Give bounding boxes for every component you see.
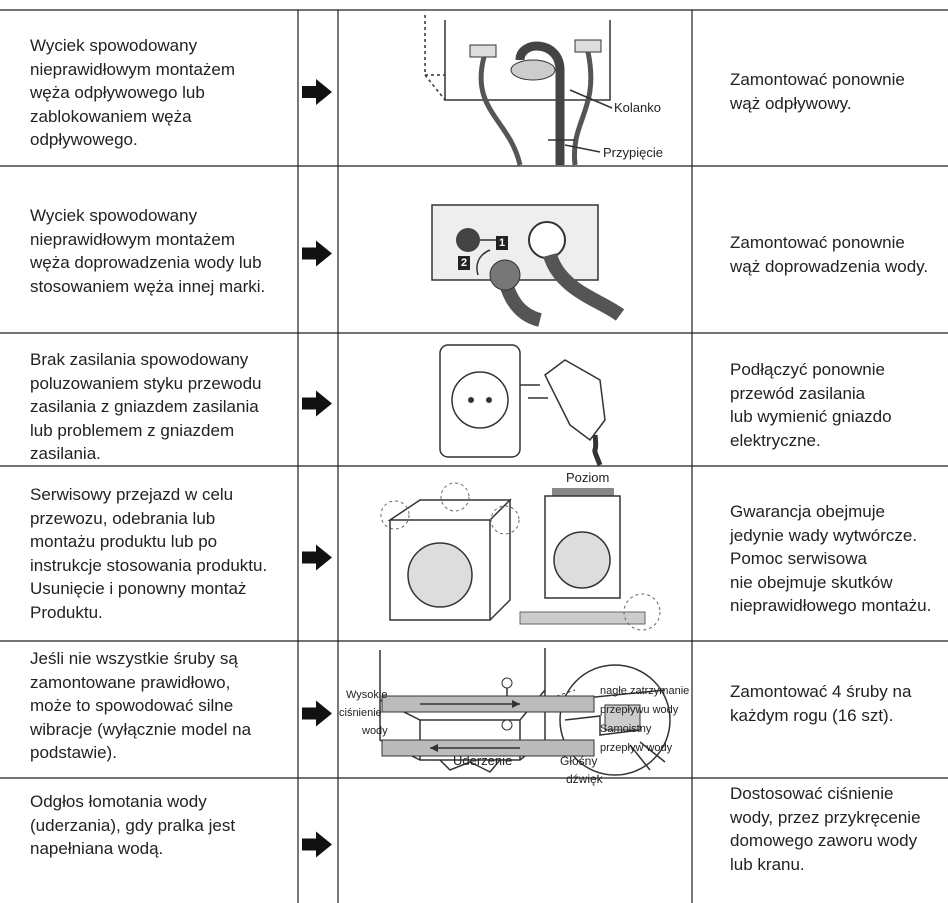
problem-text: wibracje (wyłącznie model na (30, 719, 252, 739)
problem-text: węża doprowadzenia wody lub (30, 253, 262, 272)
problem-text: zasilania. (30, 444, 101, 463)
problem-text: napełniana wodą. (30, 839, 164, 858)
socket-plug-illustration (439, 344, 606, 466)
installation-illustration (380, 482, 661, 631)
solution-text: lub kranu. (730, 854, 805, 874)
water-hammer-illustration (381, 677, 595, 773)
problem-text: podstawie). (30, 743, 117, 762)
arrow-icon (302, 831, 332, 858)
solution-text: nieprawidłowego montażu. (730, 596, 932, 615)
arrow-icon (302, 79, 332, 105)
problem-text: lub problemem z gniazdem (30, 420, 235, 440)
problem-text: poluzowaniem styku przewodu (30, 373, 262, 393)
arrow-icon (302, 544, 332, 571)
illustration-label: Kolanko (614, 100, 661, 115)
problem-text: Produktu. (30, 602, 103, 622)
illustration-label: Poziom (566, 470, 610, 485)
solution-text: wody, przez przykręcenie (730, 807, 921, 827)
illustration-label: 2 (458, 256, 471, 270)
solution-text: elektryczne. (730, 430, 821, 450)
solution-text: Dostosować ciśnienie (730, 784, 894, 803)
problem-text: instrukcje stosowania produktu. (30, 555, 268, 575)
solution-text: przewód zasilania (730, 383, 866, 403)
illustration-label: Wysokie (346, 689, 388, 701)
problem-text: Wyciek spowodowany (30, 206, 198, 225)
problem-text: (uderzania), gdy pralka jest (30, 815, 236, 835)
problem-text: węża odpływowego lub (30, 83, 205, 102)
problem-text: Serwisowy przejazd w celu (30, 485, 234, 504)
problem-text: zamontowane prawidłowo, (30, 672, 231, 692)
problem-text: odpływowego. (30, 130, 138, 149)
problem-text: przewozu, odebrania lub (30, 508, 216, 528)
arrow-icon (302, 240, 332, 267)
illustration-label: wody (362, 725, 388, 737)
illustration-label: 1 (496, 236, 509, 250)
illustration-label: ciśnienie (339, 707, 382, 719)
arrow-icon (302, 700, 332, 727)
illustration-label: Przypięcie (603, 145, 663, 160)
problem-text: nieprawidłowym montażem (30, 229, 236, 249)
problem-text: Usunięcie i ponowny montaż (30, 579, 247, 598)
solution-text: Zamontować ponownie (730, 70, 905, 89)
solution-text: wąż doprowadzenia wody. (730, 256, 929, 276)
problem-text: montażu produktu lub po (30, 532, 218, 551)
solution-text: lub wymienić gniazdo (730, 407, 892, 426)
problem-text: Jeśli nie wszystkie śruby są (30, 649, 238, 668)
illustration-label: Głośny (560, 754, 598, 768)
solution-text: jedynie wady wytwórcze. (730, 525, 918, 545)
solution-text: Pomoc serwisowa (730, 549, 867, 568)
problem-text: zasilania z gniazdem zasilania (30, 397, 259, 416)
problem-text: Wyciek spowodowany (30, 36, 198, 55)
solution-text: Zamontować ponownie (730, 233, 905, 252)
problem-text: zablokowaniem węża (30, 106, 192, 126)
problem-text: nieprawidłowym montażem (30, 59, 236, 79)
illustration-label: nagłe zatrzymanie (600, 685, 690, 697)
illustration-label: przepływ wody (600, 742, 673, 754)
solution-text: Podłączyć ponownie (730, 360, 885, 379)
illustration-label: Samoistny (600, 723, 652, 735)
problem-text: Odgłos łomotania wody (30, 792, 207, 811)
illustration-label: przepływu wody (600, 704, 679, 716)
solution-text: każdym rogu (16 szt). (730, 705, 894, 725)
solution-text: Zamontować 4 śruby na (730, 682, 912, 701)
problem-text: stosowaniem węża innej marki. (30, 276, 266, 296)
solution-text: domowego zaworu wody (730, 831, 918, 850)
drain-hose-illustration (424, 15, 613, 166)
problem-text: Brak zasilania spowodowany (30, 350, 249, 369)
arrow-icon (302, 390, 332, 417)
solution-text: nie obejmuje skutków (730, 572, 893, 592)
solution-text: Gwarancja obejmuje (730, 502, 885, 521)
solution-text: wąż odpływowy. (730, 93, 852, 113)
illustration-label: dźwięk (566, 772, 603, 786)
illustration-label: Uderzenie (453, 753, 513, 768)
problem-text: może to spowodować silne (30, 696, 234, 715)
